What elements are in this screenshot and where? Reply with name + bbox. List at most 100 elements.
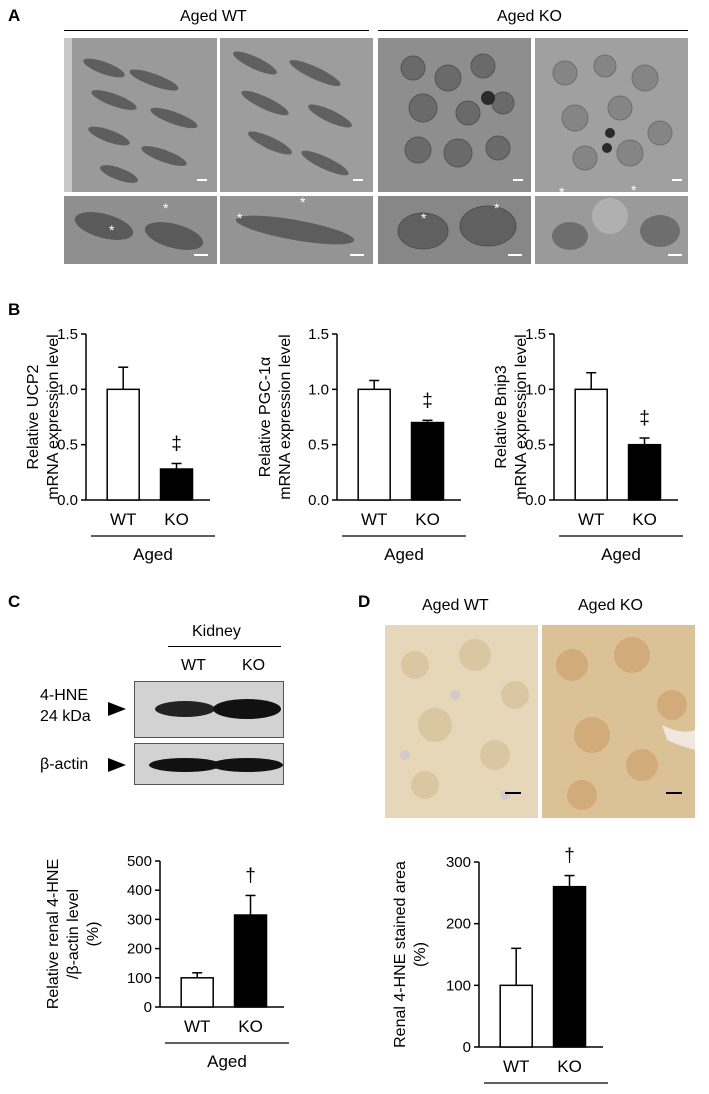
ihc-title-wt: Aged WT (422, 597, 489, 614)
y-tick-label: 300 (127, 911, 152, 928)
x-tick-label: KO (164, 510, 189, 529)
bar-wt (180, 977, 214, 1008)
y-tick-label: 0 (144, 999, 152, 1016)
significance-marker: ‡ (171, 433, 182, 454)
y-tick-label: 400 (127, 882, 152, 899)
y-tick-label: 0.0 (525, 492, 546, 509)
x-tick-label: KO (415, 510, 440, 529)
chart-4hne-ihc: 0 100 200 300 WT KO † Aged Renal 4-HNE stained a… (392, 846, 608, 1094)
chart-pgc1a: 0.0 0.5 1.0 1.5 WT KO ‡ Aged Relative PGC-1α mRNA… (257, 326, 466, 564)
asterisk-marker: * (421, 210, 427, 226)
y-axis-label: Relative PGC-1α (257, 357, 274, 477)
chart-bnip3: 0.0 0.5 1.0 1.5 WT KO ‡ Aged Relative Bnip3 mRNA … (493, 326, 683, 564)
arrowhead-icon (108, 758, 126, 777)
group-line-aged-wt (64, 30, 369, 31)
significance-marker: † (564, 846, 575, 867)
y-tick-label: 1.5 (525, 326, 546, 343)
chart-4hne-western: 0 100 200 300 400 500 WT KO † Aged Relative renal … (45, 853, 289, 1071)
group-line-aged-ko (378, 30, 688, 31)
asterisk-marker: * (109, 222, 115, 238)
group-label-aged-wt: Aged WT (180, 8, 247, 25)
x-tick-label: WT (361, 510, 387, 529)
band-label-24kda: 24 kDa (40, 708, 91, 725)
asterisk-marker: * (559, 184, 565, 200)
y-tick-label: 200 (127, 941, 152, 958)
panel-c-letter: C (8, 592, 21, 611)
y-tick-label: 300 (446, 854, 471, 871)
bar-ko (159, 468, 194, 501)
ihc-image-ko (542, 625, 695, 818)
bar-wt (499, 984, 533, 1048)
x-tick-label: WT (110, 510, 136, 529)
panel-b-letter: B (8, 300, 21, 319)
y-tick-label: 100 (446, 977, 471, 994)
lane-label-wt: WT (181, 657, 206, 674)
y-tick-label: 1.0 (308, 381, 329, 398)
asterisk-marker: * (494, 200, 500, 216)
em-zoom-ko-1 (378, 196, 531, 264)
x-tick-label: KO (557, 1057, 582, 1076)
bar-ko (410, 421, 445, 501)
y-tick-label: 1.0 (57, 381, 78, 398)
em-image-ko-1 (378, 38, 531, 192)
bar-wt (574, 388, 608, 501)
em-zoom-wt-2 (220, 196, 373, 264)
western-blot-4hne (134, 681, 284, 738)
y-axis-label: Relative Bnip3 (493, 365, 510, 468)
bar-wt (357, 388, 391, 501)
em-image-wt-1 (64, 38, 217, 192)
y-tick-label: 0 (463, 1039, 471, 1056)
ihc-title-ko: Aged KO (578, 597, 643, 614)
group-label: Aged (207, 1052, 247, 1071)
band-label-beta-actin: β-actin (40, 756, 89, 773)
y-tick-label: 500 (127, 853, 152, 870)
asterisk-marker: * (237, 210, 243, 226)
asterisk-marker: * (163, 200, 169, 216)
y-tick-label: 0.5 (57, 437, 78, 454)
bar-ko (233, 914, 268, 1008)
y-tick-label: 0.5 (525, 437, 546, 454)
panel-d-letter: D (358, 592, 371, 611)
bar-ko (627, 443, 662, 501)
ihc-image-wt (385, 625, 538, 818)
y-axis-label: (%) (412, 942, 429, 967)
western-blot-actin (134, 743, 284, 785)
group-label: Aged (133, 545, 173, 564)
em-zoom-ko-2 (535, 196, 688, 264)
y-axis-label: Renal 4-HNE stained area (392, 861, 409, 1048)
bar-ko (552, 885, 587, 1048)
asterisk-marker: * (631, 182, 637, 198)
lane-label-ko: KO (242, 657, 266, 674)
y-axis-label: /β-actin level (65, 889, 82, 979)
blot-title-line (168, 646, 281, 647)
y-tick-label: 200 (446, 916, 471, 933)
blot-title: Kidney (192, 623, 241, 640)
x-tick-label: KO (238, 1017, 263, 1036)
y-axis-label: mRNA expression level (513, 334, 530, 499)
y-tick-label: 1.5 (57, 326, 78, 343)
group-label: Aged (384, 545, 424, 564)
y-axis-label: (%) (85, 922, 102, 947)
y-tick-label: 0.0 (308, 492, 329, 509)
y-tick-label: 1.0 (525, 381, 546, 398)
y-axis-label: Relative UCP2 (25, 364, 42, 469)
y-tick-label: 1.5 (308, 326, 329, 343)
y-tick-label: 0.0 (57, 492, 78, 509)
significance-marker: ‡ (422, 390, 433, 411)
y-tick-label: 100 (127, 970, 152, 987)
em-zoom-wt-1 (64, 196, 217, 264)
em-image-ko-2 (535, 38, 688, 192)
significance-marker: ‡ (639, 408, 650, 429)
x-tick-label: WT (578, 510, 604, 529)
x-tick-label: KO (632, 510, 657, 529)
arrowhead-icon (108, 702, 126, 721)
em-image-wt-2 (220, 38, 373, 192)
significance-marker: † (245, 865, 256, 886)
panel-a-letter: A (8, 6, 21, 25)
group-label: Aged (601, 545, 641, 564)
y-axis-label: mRNA expression level (45, 334, 62, 499)
asterisk-marker: * (300, 194, 306, 210)
y-axis-label: Relative renal 4-HNE (45, 859, 62, 1009)
band-label-4hne: 4-HNE (40, 687, 89, 704)
chart-ucp2: 0.0 0.5 1.0 1.5 WT KO ‡ Aged Relative UCP2 mRNA e… (25, 326, 215, 564)
